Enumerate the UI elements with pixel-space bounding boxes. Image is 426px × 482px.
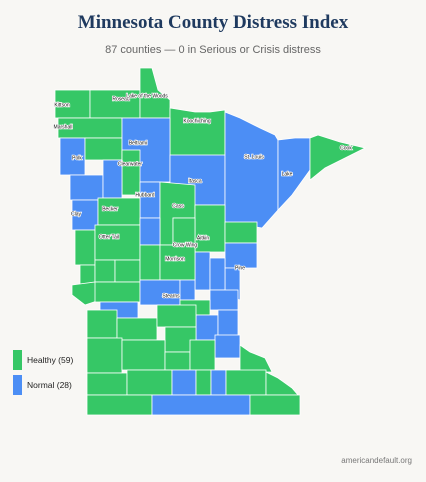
county-label: Roseau	[112, 96, 129, 102]
county	[121, 149, 141, 196]
county	[84, 137, 123, 161]
county	[86, 337, 123, 374]
county	[224, 221, 258, 244]
legend-label: Normal (28)	[27, 380, 72, 390]
county	[71, 281, 101, 306]
county	[194, 204, 226, 253]
county-label: Clay	[71, 211, 82, 217]
county	[159, 244, 196, 281]
county	[86, 309, 118, 339]
county-label: Itasca	[188, 178, 202, 184]
county	[94, 224, 141, 261]
legend-swatch	[13, 350, 22, 370]
county	[116, 317, 158, 341]
counties	[54, 67, 367, 416]
county-label: Lake	[282, 171, 293, 177]
county-label: Marshall	[54, 124, 73, 130]
county-label: Koochiching	[183, 118, 210, 124]
title: Minnesota County Distress Index	[77, 12, 349, 33]
county	[189, 339, 216, 371]
county	[225, 369, 267, 396]
county	[309, 134, 367, 181]
county-label: Pine	[235, 265, 245, 271]
county-label: Stearns	[162, 293, 180, 299]
legend-label: Healthy (59)	[27, 355, 74, 365]
subtitle: 87 counties — 0 in Serious or Crisis dis…	[105, 44, 321, 56]
county	[209, 257, 226, 291]
county-label: Morrison	[165, 256, 185, 262]
county	[179, 279, 196, 301]
county	[139, 217, 161, 246]
county	[214, 334, 241, 359]
county-label: Hubbard	[135, 192, 154, 198]
county	[74, 229, 96, 266]
county	[171, 369, 197, 396]
county	[86, 394, 153, 416]
county	[209, 289, 239, 311]
county	[139, 181, 161, 219]
source: americandefault.org	[341, 456, 412, 465]
legend-item: Healthy (59)	[13, 350, 73, 370]
county	[114, 259, 141, 283]
county-label: Aitkin	[197, 235, 209, 241]
county	[169, 107, 226, 159]
county	[94, 281, 141, 303]
county-label: Becker	[102, 206, 118, 212]
county-label: Otter Tail	[99, 234, 119, 240]
county-label: Lake of the Woods	[126, 93, 168, 99]
county	[54, 89, 91, 119]
county	[151, 394, 251, 416]
county	[239, 344, 273, 373]
county	[139, 244, 161, 281]
county	[156, 304, 197, 328]
legend: Healthy (59) Normal (28)	[13, 350, 73, 400]
county-label: St. Louis	[244, 154, 264, 160]
county	[164, 351, 191, 371]
county	[224, 111, 279, 229]
county	[194, 251, 211, 291]
county	[210, 369, 227, 396]
county	[265, 371, 299, 396]
county	[249, 394, 301, 416]
county	[224, 242, 258, 269]
legend-item: Normal (28)	[13, 375, 73, 395]
legend-swatch	[13, 375, 22, 395]
county	[126, 369, 173, 396]
county-label: Beltrami	[129, 140, 147, 146]
county	[97, 197, 141, 226]
county	[121, 339, 166, 371]
county	[94, 259, 116, 283]
county	[86, 372, 128, 396]
county-label: Polk	[72, 155, 82, 161]
county-label: Cook	[340, 145, 352, 151]
county	[195, 369, 212, 396]
county-label: Clearwater	[118, 161, 143, 167]
county	[69, 174, 104, 201]
county-label: Cass	[172, 203, 184, 209]
county-label: Kittson	[54, 102, 70, 108]
county-label: Crow Wing	[173, 242, 198, 248]
